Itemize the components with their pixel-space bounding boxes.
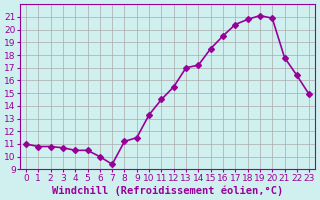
X-axis label: Windchill (Refroidissement éolien,°C): Windchill (Refroidissement éolien,°C) (52, 185, 283, 196)
